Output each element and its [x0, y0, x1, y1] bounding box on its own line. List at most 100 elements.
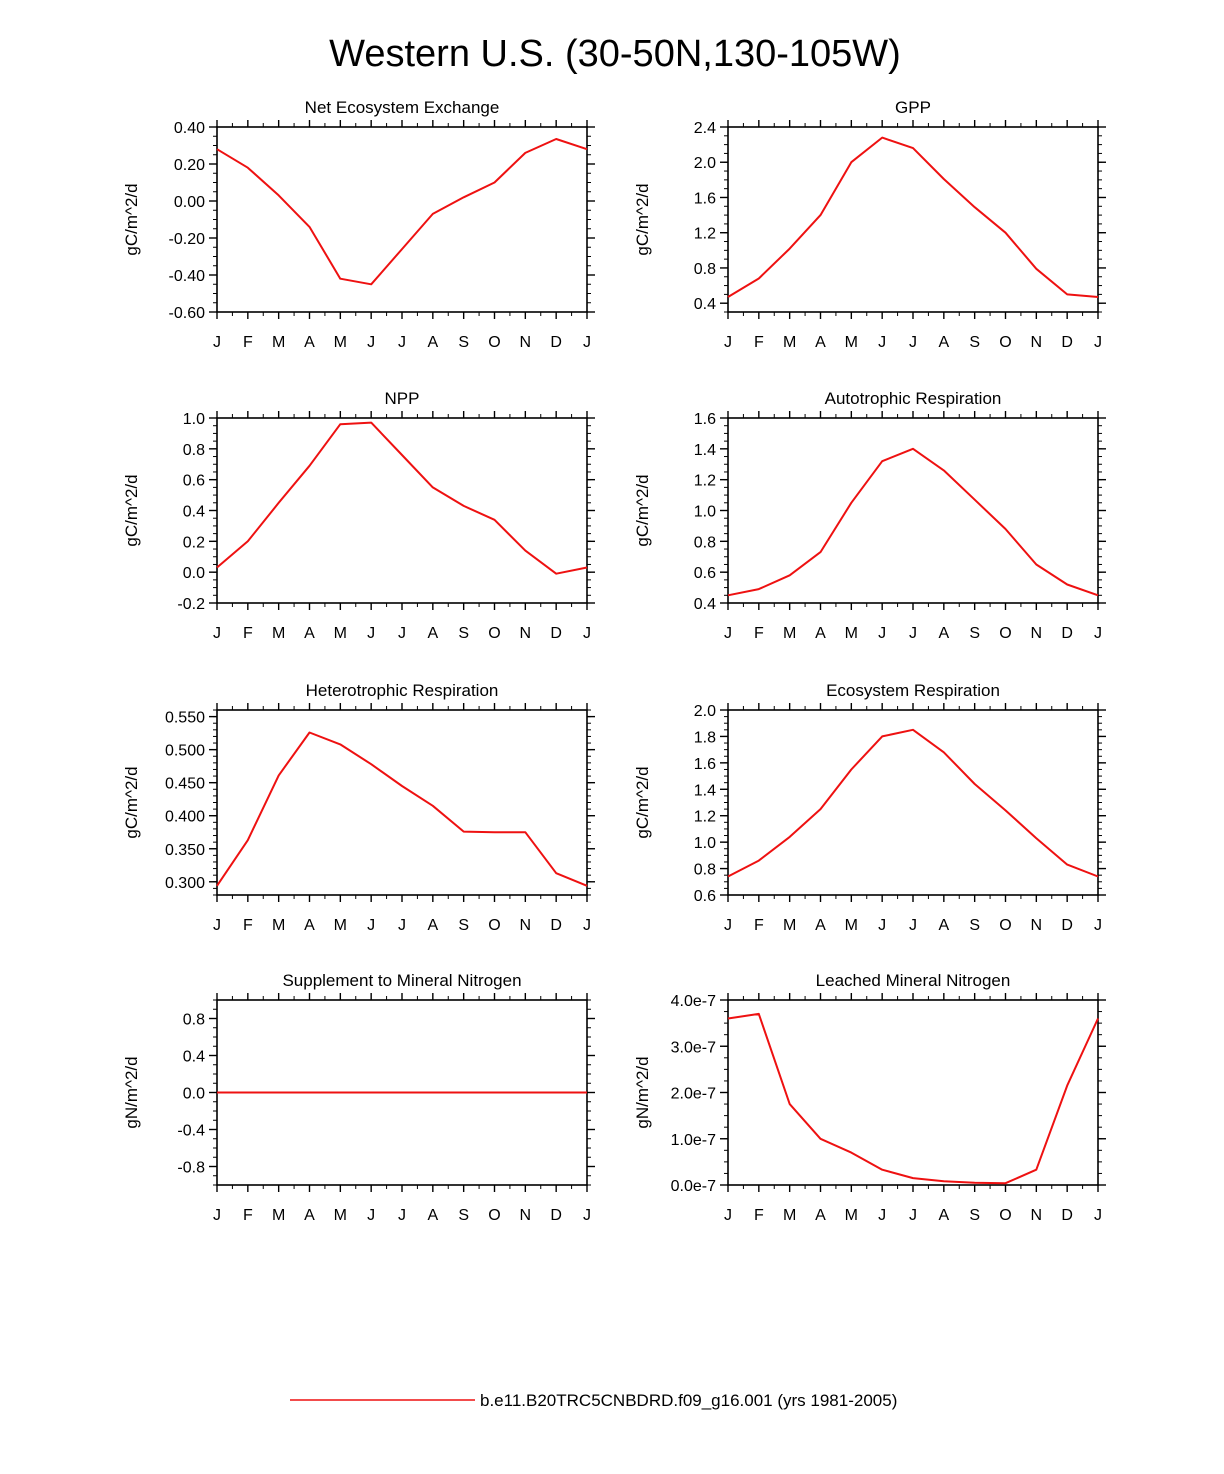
x-tick-label: J: [583, 625, 591, 642]
x-tick-label: N: [520, 1207, 532, 1224]
y-tick-label: 0.4: [183, 504, 205, 521]
series-line: [727, 1012, 1099, 1185]
y-tick-label: 1.4: [694, 782, 716, 799]
y-tick-label: 0.6: [694, 565, 716, 582]
x-tick-label: J: [878, 917, 886, 934]
x-tick-label: D: [1061, 1207, 1073, 1224]
y-tick-label: -0.40: [169, 268, 206, 285]
x-tick-label: M: [845, 1207, 858, 1224]
y-tick-label: 0.4: [694, 596, 716, 613]
x-tick-label: O: [999, 334, 1011, 351]
x-tick-label: F: [243, 1207, 253, 1224]
series-line: [216, 421, 588, 575]
plot-frame: [216, 709, 588, 896]
panel-title: Net Ecosystem Exchange: [305, 98, 500, 117]
series-line: [727, 136, 1099, 298]
plot-frame: [727, 126, 1099, 313]
x-tick-label: J: [398, 1207, 406, 1224]
y-tick-label: 0.0e-7: [671, 1178, 716, 1195]
x-tick-label: J: [398, 334, 406, 351]
x-tick-label: J: [909, 1207, 917, 1224]
y-tick-label: 2.0e-7: [671, 1086, 716, 1103]
y-tick-label: 0.300: [165, 875, 205, 892]
x-tick-label: A: [938, 917, 949, 934]
series-line: [727, 728, 1099, 878]
y-tick-label: -0.4: [177, 1123, 205, 1140]
x-tick-label: M: [783, 625, 796, 642]
y-tick-label: -0.60: [169, 305, 206, 322]
x-tick-label: A: [938, 334, 949, 351]
x-tick-label: J: [878, 334, 886, 351]
x-tick-label: D: [1061, 917, 1073, 934]
x-tick-label: F: [754, 625, 764, 642]
y-tick-label: 0.4: [183, 1049, 205, 1066]
y-axis-label: gC/m^2/d: [122, 766, 141, 838]
x-tick-label: F: [243, 625, 253, 642]
x-tick-label: N: [520, 917, 532, 934]
chart-panel-4: Autotrophic Respiration gC/m^2/d J F M A M J J A S…: [633, 389, 1106, 642]
x-tick-label: F: [243, 334, 253, 351]
x-tick-label: N: [1031, 625, 1043, 642]
x-tick-label: S: [969, 625, 980, 642]
x-tick-label: A: [427, 334, 438, 351]
x-tick-label: J: [583, 917, 591, 934]
y-tick-label: 0.500: [165, 743, 205, 760]
x-tick-label: M: [272, 334, 285, 351]
x-tick-label: A: [304, 334, 315, 351]
y-tick-label: -0.8: [177, 1160, 205, 1177]
x-tick-label: S: [969, 334, 980, 351]
panel-title: Autotrophic Respiration: [825, 389, 1002, 408]
y-tick-label: 0.6: [694, 888, 716, 905]
chart-panel-6: Ecosystem Respiration gC/m^2/d J F M A M J J A S O N…: [633, 681, 1106, 934]
legend-label: b.e11.B20TRC5CNBDRD.f09_g16.001 (yrs 198…: [480, 1391, 897, 1410]
x-tick-label: J: [398, 917, 406, 934]
y-tick-label: 0.8: [183, 442, 205, 459]
x-tick-label: A: [304, 917, 315, 934]
panel-title: Heterotrophic Respiration: [306, 681, 499, 700]
y-axis-label: gC/m^2/d: [122, 474, 141, 546]
y-tick-label: 0.4: [694, 296, 716, 313]
y-tick-label: 1.6: [694, 411, 716, 428]
x-tick-label: O: [488, 917, 500, 934]
x-tick-label: J: [909, 625, 917, 642]
y-tick-label: 2.4: [694, 120, 716, 137]
series-line: [727, 447, 1099, 597]
x-tick-label: J: [367, 917, 375, 934]
x-tick-label: J: [724, 334, 732, 351]
x-tick-label: D: [550, 917, 562, 934]
x-tick-label: S: [969, 1207, 980, 1224]
x-tick-label: J: [909, 334, 917, 351]
chart-panel-2: GPP gC/m^2/d J F M A M J J A S O N D J 0.4 0.8 1.2 1.6 2.0 2…: [633, 98, 1106, 351]
x-tick-label: A: [815, 334, 826, 351]
x-tick-label: J: [1094, 625, 1102, 642]
x-tick-label: S: [969, 917, 980, 934]
y-tick-label: 0.400: [165, 809, 205, 826]
y-tick-label: 1.8: [694, 729, 716, 746]
y-tick-label: 3.0e-7: [671, 1039, 716, 1056]
y-tick-label: 0.8: [694, 534, 716, 551]
x-tick-label: M: [272, 1207, 285, 1224]
x-tick-label: J: [367, 625, 375, 642]
y-tick-label: 1.4: [694, 442, 716, 459]
plot-frame: [727, 709, 1099, 896]
y-tick-label: 0.450: [165, 776, 205, 793]
y-tick-label: 1.0: [183, 411, 205, 428]
plot-frame: [727, 417, 1099, 604]
y-axis-label: gC/m^2/d: [633, 183, 652, 255]
x-tick-label: D: [550, 1207, 562, 1224]
plot-frame: [216, 126, 588, 313]
x-tick-label: N: [1031, 917, 1043, 934]
x-tick-label: N: [1031, 1207, 1043, 1224]
y-tick-label: 0.20: [174, 157, 205, 174]
x-tick-label: M: [272, 625, 285, 642]
x-tick-label: A: [427, 1207, 438, 1224]
x-tick-label: J: [1094, 917, 1102, 934]
chart-panel-7: Supplement to Mineral Nitrogen gN/m^2/d J F…: [122, 971, 595, 1224]
x-tick-label: J: [213, 334, 221, 351]
x-tick-label: N: [520, 625, 532, 642]
x-tick-label: D: [550, 625, 562, 642]
x-tick-label: A: [938, 1207, 949, 1224]
y-axis-label: gC/m^2/d: [633, 766, 652, 838]
x-tick-label: M: [334, 625, 347, 642]
